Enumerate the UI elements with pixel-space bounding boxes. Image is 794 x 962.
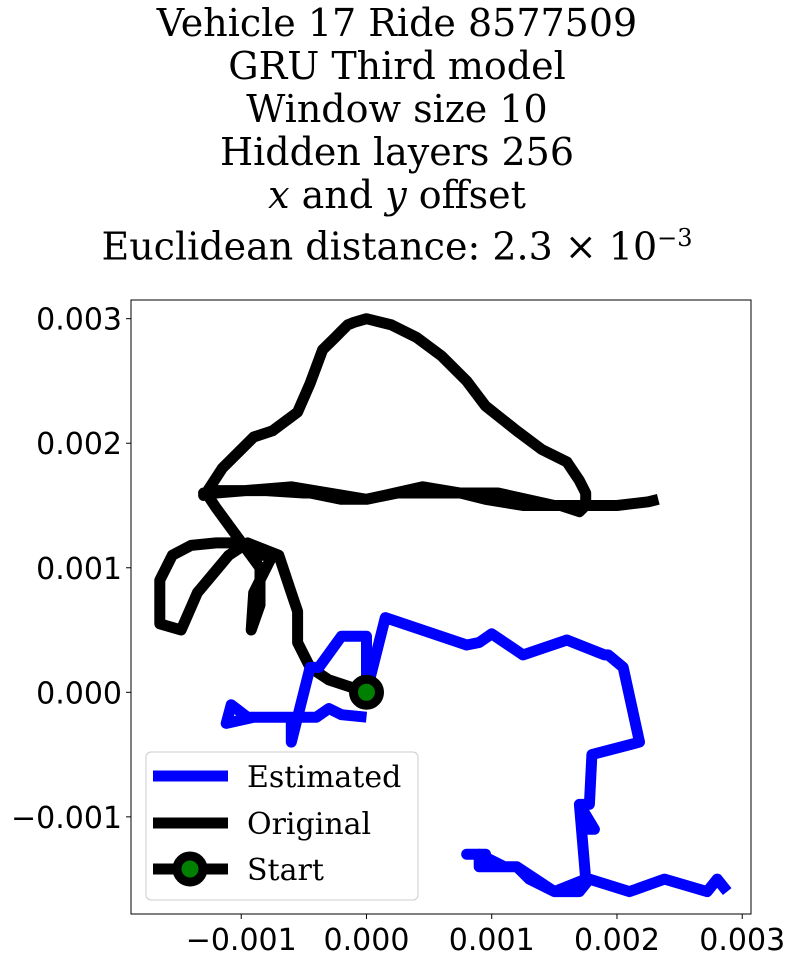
series-line-estimated: [220, 612, 732, 898]
legend-label-estimated: Estimated: [247, 760, 401, 795]
series-line-original: [154, 313, 660, 698]
x-tick-label: 0.001: [449, 923, 535, 958]
title-and: and: [289, 173, 386, 217]
x-tick-label: −0.001: [186, 923, 297, 958]
title-line-4: Hidden layers 256: [219, 130, 575, 174]
chart-title: Vehicle 17 Ride 8577509 GRU Third model …: [0, 1, 794, 269]
y-tick-label: 0.001: [36, 552, 122, 587]
title-times: × 10: [552, 224, 658, 269]
y-tick-label: 0.002: [36, 427, 122, 462]
title-var-y: y: [385, 173, 407, 217]
y-tick-label: 0.000: [36, 676, 122, 711]
legend-box: [145, 751, 419, 901]
y-tick-label: 0.003: [36, 303, 122, 338]
legend-start-marker: [172, 851, 208, 887]
x-tick-label: 0.002: [574, 923, 660, 958]
title-line-1: Vehicle 17 Ride 8577509: [156, 1, 638, 45]
x-tick-label: 0.000: [324, 923, 410, 958]
start-point-marker: [348, 674, 384, 710]
axis-ticks: −0.001 0.000 0.001 0.002 0.003 −0.001 0.000 0.0…: [11, 303, 785, 958]
legend: Estimated Original Start: [145, 751, 419, 901]
legend-label-start: Start: [247, 853, 324, 888]
y-tick-label: −0.001: [11, 801, 122, 836]
title-line-3: Window size 10: [246, 87, 548, 131]
title-var-x: x: [268, 173, 290, 217]
title-line-2: GRU Third model: [228, 44, 566, 88]
axes-frame: [130, 299, 752, 915]
x-tick-label: 0.003: [699, 923, 785, 958]
title-line-6: Euclidean distance: 2.3 × 10−3: [0, 217, 794, 268]
title-distance: Euclidean distance: 2.3: [101, 224, 553, 269]
title-exponent: −3: [657, 224, 693, 252]
title-line-5: x and y offset: [0, 174, 794, 217]
plot-lines: [154, 313, 732, 898]
title-offset: offset: [406, 173, 526, 217]
legend-label-original: Original: [247, 807, 371, 842]
